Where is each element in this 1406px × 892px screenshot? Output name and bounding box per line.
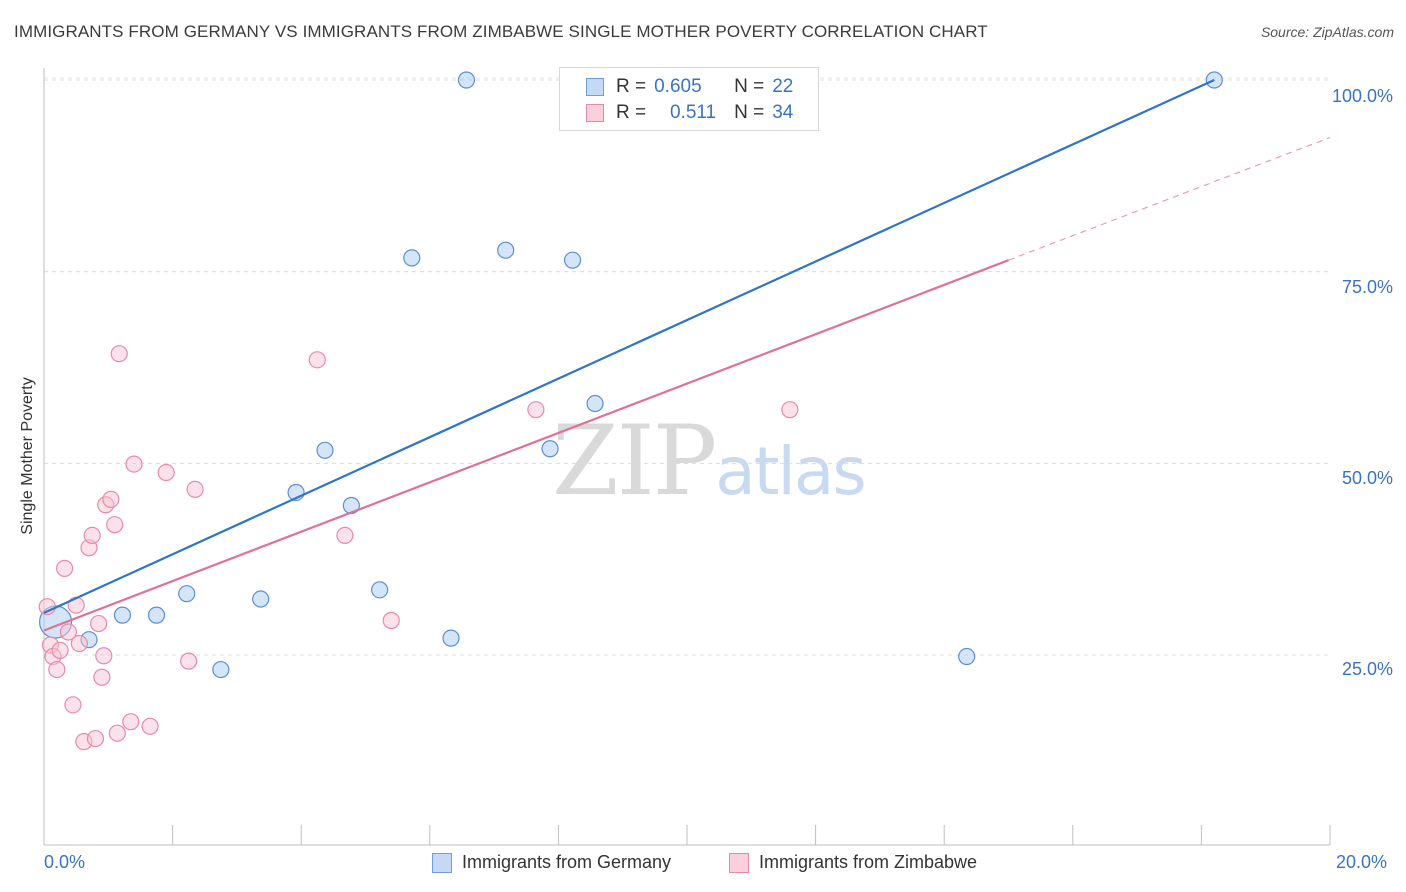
bottom-legend-swatch-germany [432,852,452,873]
data-point-zimbabwe [186,480,204,499]
data-point-germany [316,441,334,459]
x-tick-label-min: 0.0% [44,852,86,872]
y-axis-label: Single Mother Poverty [19,377,36,535]
trend-line-zimbabwe [43,259,1009,632]
data-point-germany [457,71,476,89]
data-point-zimbabwe [64,696,82,714]
bottom-legend-germany: Immigrants from Germany [432,852,671,873]
data-point-zimbabwe [157,463,175,482]
data-point-germany [403,249,421,267]
y-tick-label-25: 25.0% [1341,659,1393,679]
bottom-legend-swatch-zimbabwe [729,852,749,873]
data-point-zimbabwe [102,490,120,508]
legend-r-value: 0.605 [654,76,702,97]
chart-title: IMMIGRANTS FROM GERMANY VS IMMIGRANTS FR… [14,22,988,41]
data-point-zimbabwe [382,611,400,630]
data-point-zimbabwe [308,351,326,369]
data-point-zimbabwe [48,660,66,679]
data-point-germany [497,241,515,259]
bottom-legend-zimbabwe: Immigrants from Zimbabwe [729,852,977,873]
data-point-zimbabwe [90,614,108,633]
legend-row-zimbabwe: R = 0.511 N = 34 [586,100,793,126]
data-point-germany [541,440,559,458]
data-point-germany [113,606,132,624]
legend-n-value: 22 [772,76,794,97]
trend-line-extension-zimbabwe [1008,136,1331,261]
data-point-germany [147,606,166,624]
data-point-germany [178,585,196,603]
source-label: Source: ZipAtlas.com [1260,24,1394,40]
data-point-zimbabwe [108,724,126,742]
bottom-legend-label-germany: Immigrants from Germany [462,852,672,872]
data-point-germany [442,629,460,647]
data-point-germany [563,251,582,269]
y-tick-label-50: 50.0% [1341,468,1393,488]
data-point-germany [371,581,389,599]
x-tick-label-max: 20.0% [1336,852,1388,872]
data-point-zimbabwe [141,717,159,735]
legend-r-label: R = [616,76,647,97]
data-point-zimbabwe [781,401,799,419]
data-point-zimbabwe [55,559,74,577]
data-point-zimbabwe [70,634,88,653]
y-tick-label-100: 100.0% [1331,86,1393,106]
data-point-zimbabwe [180,652,198,670]
watermark-atlas: atlas [715,433,866,510]
bottom-legend-label-zimbabwe: Immigrants from Zimbabwe [759,852,978,872]
data-point-zimbabwe [59,623,78,641]
watermark-zip: ZIP [552,405,717,517]
data-point-germany [586,394,604,413]
watermark: ZIPatlas [552,405,867,517]
data-point-germany [252,590,270,608]
legend-r-label: R = [616,102,647,123]
data-point-zimbabwe [122,713,140,731]
data-point-zimbabwe [86,729,105,748]
data-point-zimbabwe [93,668,111,686]
data-point-zimbabwe [527,401,545,419]
correlation-legend: R = 0.605 N = 22 R = 0.511 N = 34 [559,67,819,131]
legend-n-label: N = [734,76,765,97]
legend-n-value: 34 [772,102,794,123]
data-point-germany [958,647,976,666]
legend-swatch-zimbabwe [586,104,604,122]
data-point-germany [212,660,230,679]
legend-row-germany: R = 0.605 N = 22 [586,74,793,100]
data-point-zimbabwe [83,526,101,545]
data-point-zimbabwe [125,455,143,473]
legend-r-value: 0.511 [669,102,717,123]
legend-n-label: N = [734,102,765,123]
data-point-zimbabwe [106,516,124,534]
data-point-zimbabwe [336,526,354,545]
data-point-zimbabwe [51,641,69,660]
y-tick-label-75: 75.0% [1341,277,1393,297]
data-point-zimbabwe [95,647,113,665]
data-point-zimbabwe [110,345,128,363]
legend-swatch-germany [586,78,604,96]
trend-line-germany [43,78,1215,614]
